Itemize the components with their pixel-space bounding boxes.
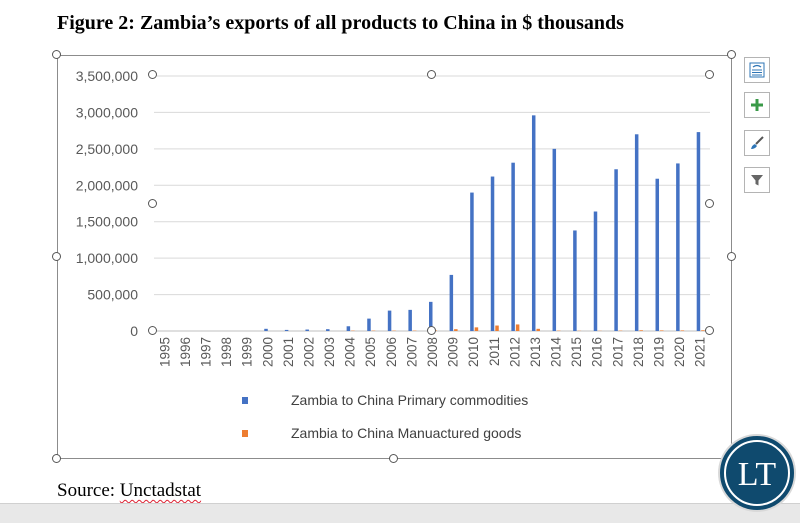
bar-primary-commodities[interactable] [305,330,309,331]
x-tick-label: 2003 [322,337,337,367]
legend-swatch [242,397,248,404]
bar-primary-commodities[interactable] [532,115,536,331]
bar-primary-commodities[interactable] [656,179,660,331]
x-tick-label: 2020 [672,337,687,367]
y-tick-label: 3,500,000 [76,68,138,84]
outer-resize-handle-middle-left[interactable] [52,252,61,261]
y-tick-label: 0 [130,323,138,339]
bar-manufactured-goods[interactable] [660,330,664,331]
bar-primary-commodities[interactable] [285,330,289,331]
x-tick-label: 2005 [363,337,378,367]
x-tick-label: 2021 [693,337,708,367]
x-tick-label: 2010 [466,337,481,367]
status-bar [0,503,800,523]
bar-primary-commodities[interactable] [326,329,330,331]
bar-primary-commodities[interactable] [367,319,371,331]
bar-primary-commodities[interactable] [594,212,598,331]
chart-filters-button[interactable] [744,167,770,193]
bar-manufactured-goods[interactable] [495,326,499,331]
lt-logo: LT [717,433,797,513]
bar-primary-commodities[interactable] [553,149,557,331]
figure-title: Figure 2: Zambia’s exports of all produc… [57,12,624,35]
plot-resize-handle-top-right[interactable] [705,70,714,79]
bar-primary-commodities[interactable] [676,163,680,331]
bar-primary-commodities[interactable] [347,326,351,331]
bar-manufactured-goods[interactable] [454,329,458,331]
bar-primary-commodities[interactable] [511,163,515,331]
plot-resize-handle-top-left[interactable] [148,70,157,79]
legend-label: Zambia to China Primary commodities [291,392,528,408]
x-tick-label: 2015 [569,337,584,367]
bar-manufactured-goods[interactable] [681,330,685,331]
layout-options-button[interactable] [744,57,770,83]
bar-manufactured-goods[interactable] [516,324,520,331]
outer-resize-handle-top-right[interactable] [727,50,736,59]
bar-primary-commodities[interactable] [635,134,639,331]
bar-primary-commodities[interactable] [491,177,495,331]
y-tick-label: 3,000,000 [76,104,138,120]
x-tick-label: 2014 [549,337,564,368]
plus-icon [750,98,764,112]
y-tick-label: 2,000,000 [76,177,138,193]
x-tick-label: 2019 [652,337,667,367]
logo-text: LT [738,456,777,493]
bar-primary-commodities[interactable] [573,230,577,331]
plot-resize-handle-bottom-right[interactable] [705,326,714,335]
x-tick-label: 1999 [240,337,255,367]
outer-resize-handle-bottom-center[interactable] [389,454,398,463]
source-prefix: Source: [57,480,120,501]
brush-icon [749,135,765,151]
x-tick-label: 1995 [157,337,172,367]
y-tick-label: 2,500,000 [76,141,138,157]
bar-primary-commodities[interactable] [614,169,618,331]
bar-manufactured-goods[interactable] [536,329,540,331]
outer-resize-handle-middle-right[interactable] [727,252,736,261]
legend-swatch [242,430,248,437]
bar-primary-commodities[interactable] [264,329,268,331]
x-tick-label: 2008 [425,337,440,367]
bar-primary-commodities[interactable] [470,193,474,331]
filter-icon [750,173,764,187]
chart-elements-button[interactable] [744,92,770,118]
plot-resize-handle-bottom-left[interactable] [148,326,157,335]
legend-label: Zambia to China Manuactured goods [291,425,521,441]
bar-chart: 0 500,000 1,000,000 1,500,000 2,000,000 2,500… [58,56,731,458]
outer-resize-handle-bottom-left[interactable] [52,454,61,463]
bar-primary-commodities[interactable] [450,275,454,331]
x-tick-label: 1996 [178,337,193,367]
outer-resize-handle-top-left[interactable] [52,50,61,59]
bar-manufactured-goods[interactable] [639,330,643,331]
x-tick-label: 2013 [528,337,543,367]
x-tick-label: 2016 [590,337,605,367]
bar-primary-commodities[interactable] [697,132,701,331]
y-tick-label: 500,000 [87,287,138,303]
chart-area[interactable]: 0 500,000 1,000,000 1,500,000 2,000,000 2,500… [57,55,732,459]
bar-manufactured-goods[interactable] [475,327,479,331]
x-tick-label: 2018 [631,337,646,367]
x-tick-label: 1997 [198,337,213,367]
y-tick-label: 1,500,000 [76,214,138,230]
x-tick-label: 2011 [487,337,502,366]
source-note: Source: Unctadstat [57,480,201,502]
plot-resize-handle-middle-left[interactable] [148,199,157,208]
x-tick-label: 2002 [301,337,316,367]
bar-primary-commodities[interactable] [388,311,392,331]
plot-resize-handle-bottom-center[interactable] [427,326,436,335]
x-tick-label: 1998 [219,337,234,367]
chart-styles-button[interactable] [744,130,770,156]
bar-primary-commodities[interactable] [408,310,412,331]
x-tick-label: 2004 [343,337,358,368]
x-tick-label: 2012 [507,337,522,367]
source-name: Unctadstat [120,480,201,501]
x-tick-label: 2001 [281,337,296,367]
layout-options-icon [749,62,765,78]
y-tick-label: 1,000,000 [76,250,138,266]
x-tick-label: 2017 [610,337,625,367]
x-tick-label: 2007 [404,337,419,367]
plot-resize-handle-top-center[interactable] [427,70,436,79]
x-tick-label: 2006 [384,337,399,367]
x-tick-label: 2000 [260,337,275,367]
plot-resize-handle-middle-right[interactable] [705,199,714,208]
x-tick-label: 2009 [446,337,461,367]
